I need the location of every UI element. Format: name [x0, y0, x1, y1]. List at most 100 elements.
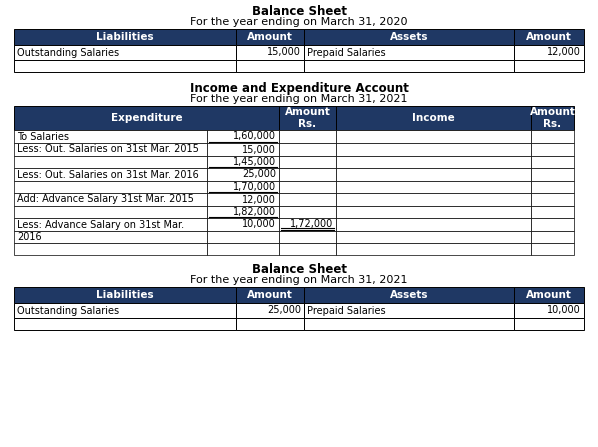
Bar [236, 29, 304, 45]
Bar [236, 318, 304, 330]
Text: Less: Out. Salaries on 31st Mar. 2016: Less: Out. Salaries on 31st Mar. 2016 [17, 169, 199, 180]
Bar [279, 130, 336, 143]
Bar [236, 303, 304, 318]
Bar [514, 318, 584, 330]
Bar [14, 143, 207, 156]
Text: Amount
Rs.: Amount Rs. [530, 107, 575, 129]
Bar [14, 45, 236, 60]
Bar [336, 156, 531, 168]
Bar [531, 206, 574, 218]
Bar [336, 206, 531, 218]
Text: Liabilities: Liabilities [96, 32, 154, 42]
Text: Add: Advance Salary 31st Mar. 2015: Add: Advance Salary 31st Mar. 2015 [17, 194, 194, 204]
Bar [207, 218, 279, 231]
Text: 25,000: 25,000 [242, 169, 276, 180]
Text: Outstanding Salaries: Outstanding Salaries [17, 47, 119, 58]
Bar [279, 218, 336, 231]
Bar [304, 318, 514, 330]
Bar [531, 231, 574, 243]
Bar [531, 243, 574, 255]
Bar [279, 193, 336, 206]
Bar [336, 143, 531, 156]
Text: Amount: Amount [526, 32, 572, 42]
Bar [336, 168, 531, 181]
Bar [14, 60, 236, 72]
Text: 15,000: 15,000 [242, 144, 276, 155]
Text: Balance Sheet: Balance Sheet [252, 263, 346, 276]
Bar [207, 243, 279, 255]
Bar [207, 130, 279, 143]
Text: Liabilities: Liabilities [96, 290, 154, 300]
Bar [14, 156, 207, 168]
Bar [279, 243, 336, 255]
Bar [531, 106, 574, 130]
Bar [14, 231, 207, 243]
Bar [207, 143, 279, 156]
Text: Amount: Amount [247, 290, 293, 300]
Bar [514, 60, 584, 72]
Bar [14, 318, 236, 330]
Bar [14, 206, 207, 218]
Bar [14, 303, 236, 318]
Text: Less: Out. Salaries on 31st Mar. 2015: Less: Out. Salaries on 31st Mar. 2015 [17, 144, 199, 155]
Bar [279, 168, 336, 181]
Text: 12,000: 12,000 [242, 194, 276, 204]
Text: 1,60,000: 1,60,000 [233, 131, 276, 142]
Text: To Salaries: To Salaries [17, 131, 69, 142]
Bar [336, 218, 531, 231]
Text: For the year ending on March 31, 2021: For the year ending on March 31, 2021 [190, 94, 408, 104]
Bar [279, 181, 336, 193]
Bar [514, 29, 584, 45]
Bar [279, 106, 336, 130]
Bar [531, 168, 574, 181]
Text: 25,000: 25,000 [267, 305, 301, 316]
Bar [14, 181, 207, 193]
Text: Expenditure: Expenditure [111, 113, 182, 123]
Text: 10,000: 10,000 [242, 219, 276, 229]
Bar [14, 168, 207, 181]
Text: 1,82,000: 1,82,000 [233, 207, 276, 217]
Bar [514, 287, 584, 303]
Bar [336, 193, 531, 206]
Text: Amount: Amount [526, 290, 572, 300]
Text: For the year ending on March 31, 2020: For the year ending on March 31, 2020 [190, 17, 408, 27]
Text: 2016: 2016 [17, 232, 42, 242]
Bar [336, 231, 531, 243]
Bar [531, 143, 574, 156]
Text: Outstanding Salaries: Outstanding Salaries [17, 305, 119, 316]
Bar [336, 130, 531, 143]
Bar [531, 181, 574, 193]
Bar [514, 303, 584, 318]
Bar [279, 206, 336, 218]
Text: Prepaid Salaries: Prepaid Salaries [307, 47, 386, 58]
Text: 1,45,000: 1,45,000 [233, 157, 276, 167]
Bar [279, 156, 336, 168]
Bar [207, 206, 279, 218]
Bar [531, 218, 574, 231]
Bar [514, 45, 584, 60]
Text: 10,000: 10,000 [547, 305, 581, 316]
Bar [531, 130, 574, 143]
Bar [207, 193, 279, 206]
Bar [336, 106, 531, 130]
Bar [279, 231, 336, 243]
Bar [14, 130, 207, 143]
Bar [304, 287, 514, 303]
Text: Amount: Amount [247, 32, 293, 42]
Bar [207, 168, 279, 181]
Text: Less: Advance Salary on 31st Mar.: Less: Advance Salary on 31st Mar. [17, 219, 184, 229]
Bar [14, 106, 279, 130]
Bar [14, 193, 207, 206]
Text: 12,000: 12,000 [547, 47, 581, 58]
Text: 1,70,000: 1,70,000 [233, 182, 276, 192]
Text: Income and Expenditure Account: Income and Expenditure Account [190, 82, 408, 95]
Bar [279, 143, 336, 156]
Bar [207, 231, 279, 243]
Bar [236, 60, 304, 72]
Text: Assets: Assets [390, 290, 428, 300]
Bar [304, 45, 514, 60]
Bar [336, 243, 531, 255]
Bar [531, 193, 574, 206]
Bar [236, 45, 304, 60]
Text: For the year ending on March 31, 2021: For the year ending on March 31, 2021 [190, 275, 408, 285]
